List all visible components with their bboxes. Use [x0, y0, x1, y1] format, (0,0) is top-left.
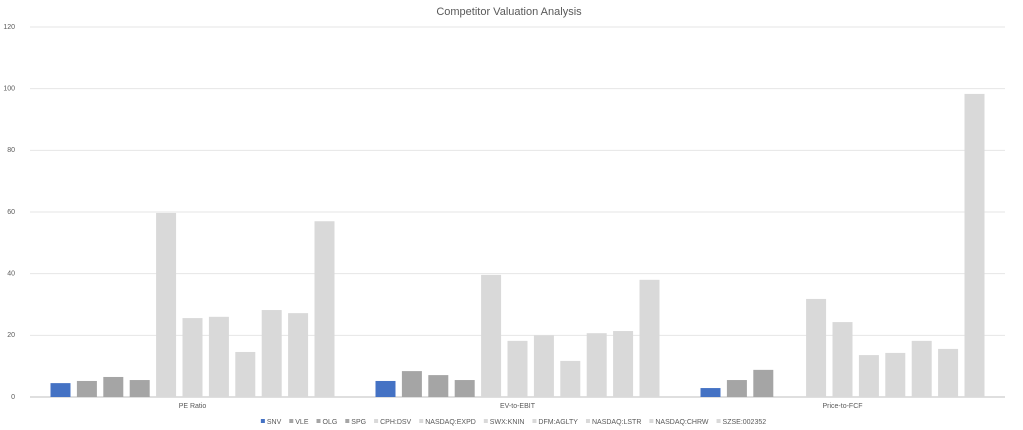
legend-swatch — [585, 419, 590, 423]
y-tick-label: 20 — [7, 332, 15, 339]
y-tick-label: 0 — [11, 394, 15, 401]
y-tick-label: 100 — [3, 86, 15, 93]
bar — [613, 331, 634, 397]
legend-label: DFM:AGLTY — [538, 419, 578, 426]
legend-swatch — [483, 419, 488, 423]
legend-swatch — [289, 419, 294, 423]
legend-label: OLG — [323, 419, 338, 426]
bar — [261, 310, 282, 397]
bar — [885, 352, 906, 397]
legend-swatch — [260, 419, 265, 423]
bar — [156, 212, 177, 397]
bar — [964, 93, 985, 398]
y-tick-label: 120 — [3, 24, 15, 31]
bar — [288, 313, 309, 397]
x-tick-label: Price-to-FCF — [822, 403, 862, 410]
bar — [832, 322, 853, 397]
legend-swatch — [532, 419, 537, 423]
bar — [481, 274, 502, 397]
chart-title: Competitor Valuation Analysis — [436, 6, 582, 18]
bar — [235, 351, 256, 397]
legend-swatch — [716, 419, 721, 423]
legend-label: SNV — [267, 419, 282, 426]
bar — [753, 369, 774, 397]
legend-label: NASDAQ:EXPD — [425, 419, 476, 426]
bar — [639, 279, 660, 397]
bar — [454, 380, 475, 397]
bar — [911, 340, 932, 397]
bar — [507, 340, 528, 397]
legend-label: SPG — [351, 419, 366, 426]
bar — [586, 333, 607, 397]
bar — [375, 380, 396, 397]
legend-swatch — [419, 419, 424, 423]
y-tick-label: 80 — [7, 147, 15, 154]
bar — [182, 318, 203, 397]
bar — [76, 380, 97, 397]
legend-label: SWX:KNIN — [490, 419, 525, 426]
legend-swatch — [316, 419, 321, 423]
bar — [726, 380, 747, 397]
legend-label: NASDAQ:CHRW — [655, 419, 709, 426]
x-tick-label: EV-to-EBIT — [500, 403, 536, 410]
y-tick-label: 40 — [7, 271, 15, 278]
bar — [806, 298, 827, 397]
bar — [533, 335, 554, 397]
bar — [129, 380, 150, 397]
bar — [700, 388, 721, 397]
bar — [938, 348, 959, 397]
legend-label: SZSE:002352 — [723, 419, 767, 426]
legend-label: NASDAQ:LSTR — [592, 419, 641, 426]
bar — [208, 316, 229, 397]
legend-swatch — [374, 419, 379, 423]
legend-swatch — [649, 419, 654, 423]
bar — [401, 371, 422, 397]
legend-label: CPH:DSV — [380, 419, 411, 426]
x-tick-label: PE Ratio — [179, 403, 207, 410]
bar — [50, 383, 71, 397]
y-tick-label: 60 — [7, 209, 15, 216]
bar — [428, 375, 449, 397]
bar — [103, 376, 124, 397]
bar — [858, 355, 879, 397]
bar — [314, 221, 335, 397]
legend-swatch — [345, 419, 350, 423]
bar — [560, 360, 581, 397]
legend-label: VLE — [295, 419, 309, 426]
